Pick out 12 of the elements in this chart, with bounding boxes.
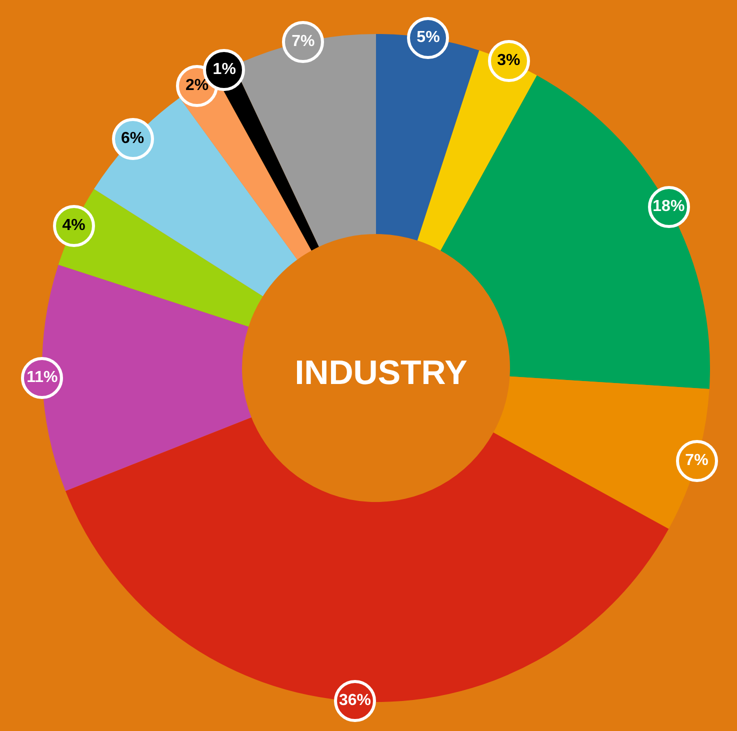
- data-label: 18%: [652, 198, 685, 216]
- data-label: 7%: [685, 452, 708, 470]
- data-label: 7%: [292, 33, 315, 52]
- data-label: 6%: [120, 130, 144, 148]
- data-label: 2%: [185, 76, 209, 95]
- data-label: 1%: [212, 61, 236, 80]
- text: INDUSTRY: [294, 354, 468, 392]
- data-label: 5%: [416, 29, 440, 48]
- data-label: 11%: [26, 369, 58, 388]
- data-label: 36%: [339, 692, 372, 710]
- data-label: 3%: [497, 52, 520, 70]
- data-label: 4%: [62, 216, 86, 235]
